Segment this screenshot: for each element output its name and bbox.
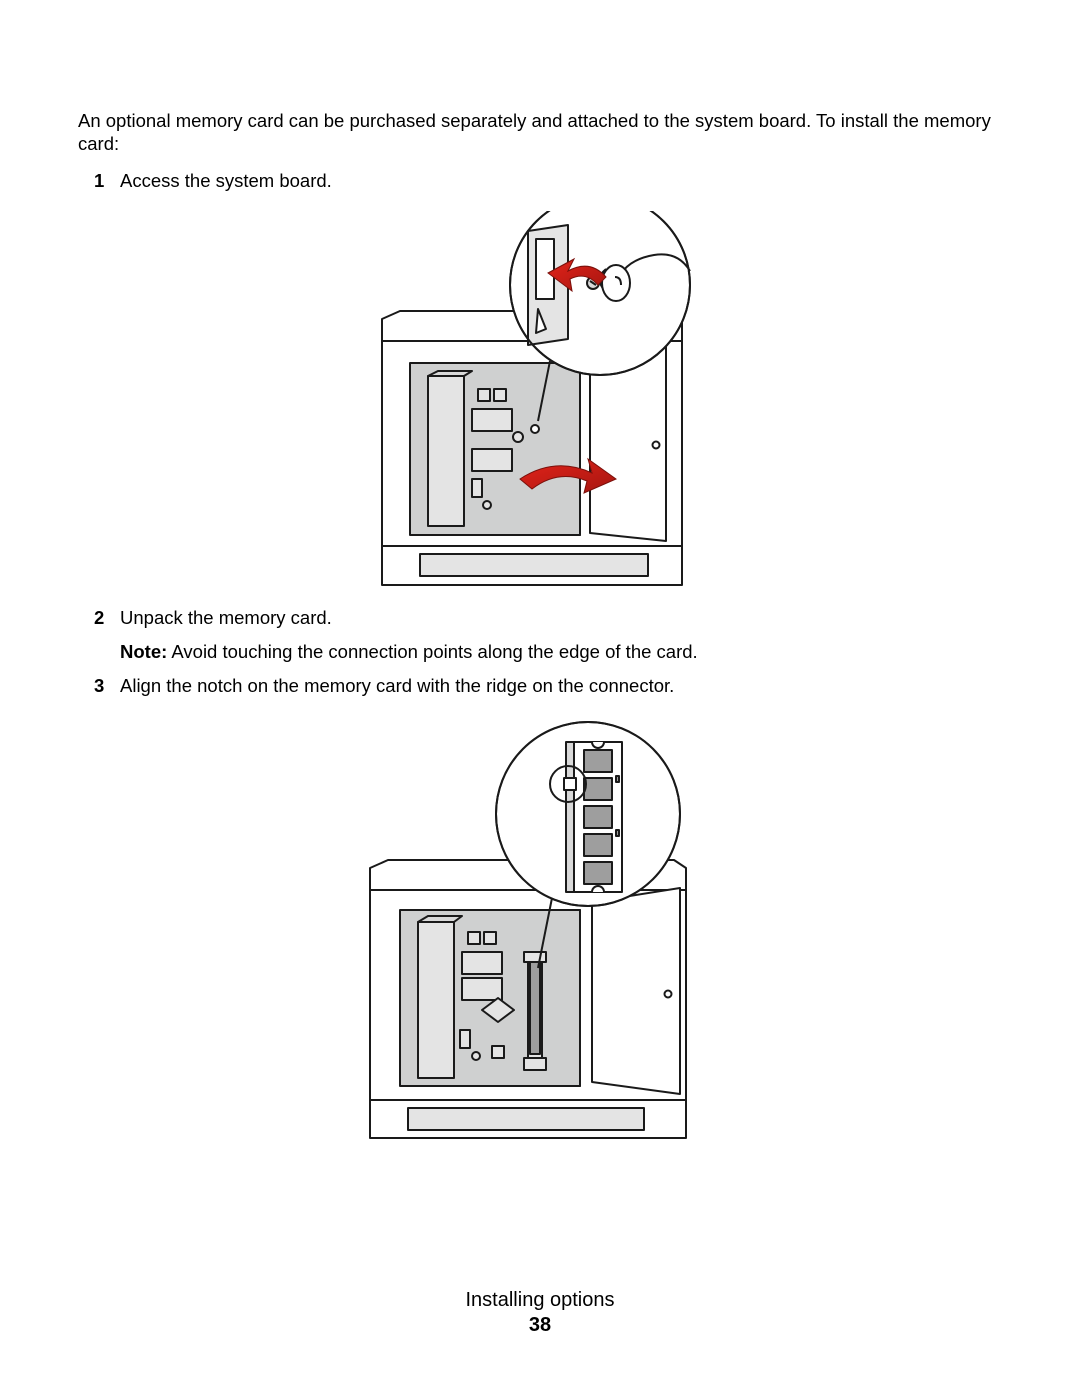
figure-2-illustration xyxy=(360,720,720,1140)
page: An optional memory card can be purchased… xyxy=(0,0,1080,1397)
step-1: 1 Access the system board. xyxy=(94,169,1002,193)
figure-1-illustration xyxy=(360,211,720,586)
step-3-text: Align the notch on the memory card with … xyxy=(120,674,1002,698)
step-1-number: 1 xyxy=(94,169,120,193)
intro-paragraph: An optional memory card can be purchased… xyxy=(78,109,1002,155)
step-2: 2 Unpack the memory card. Note: Avoid to… xyxy=(94,606,1002,664)
footer-page-number: 38 xyxy=(0,1314,1080,1337)
note-label: Note: xyxy=(120,641,167,662)
note-text: Avoid touching the connection points alo… xyxy=(167,641,697,662)
figure-1 xyxy=(78,211,1002,586)
step-3: 3 Align the notch on the memory card wit… xyxy=(94,674,1002,698)
step-2-number: 2 xyxy=(94,606,120,630)
step-3-number: 3 xyxy=(94,674,120,698)
footer-section-title: Installing options xyxy=(0,1288,1080,1312)
step-1-text: Access the system board. xyxy=(120,169,1002,193)
page-footer: Installing options 38 xyxy=(0,1288,1080,1337)
step-2-body: Unpack the memory card. Note: Avoid touc… xyxy=(120,606,1002,664)
step-2-text: Unpack the memory card. xyxy=(120,607,332,628)
figure-2 xyxy=(78,720,1002,1140)
step-2-note: Note: Avoid touching the connection poin… xyxy=(120,640,1002,664)
